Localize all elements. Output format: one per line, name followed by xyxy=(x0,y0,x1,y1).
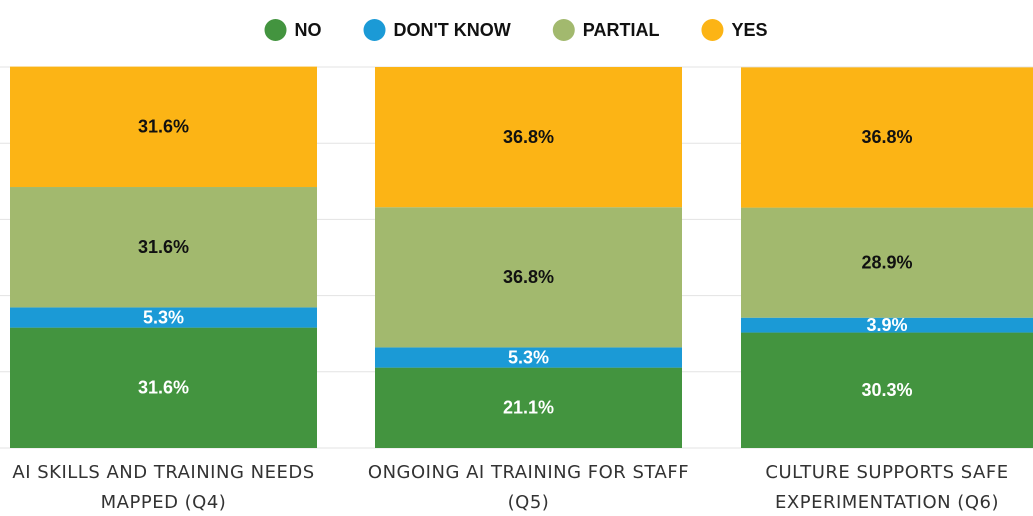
bar-segment xyxy=(741,67,1033,208)
legend-swatch xyxy=(363,19,386,41)
data-label: 36.8% xyxy=(503,127,554,147)
legend-swatch xyxy=(552,19,575,41)
legend-swatch xyxy=(701,19,724,41)
legend-label: PARTIAL xyxy=(583,20,660,40)
bar-segment xyxy=(741,317,1033,333)
data-label: 30.3% xyxy=(861,380,912,400)
bar-segment xyxy=(375,367,682,448)
data-label: 5.3% xyxy=(508,347,549,367)
bar-segment xyxy=(375,347,682,368)
bar-segment xyxy=(10,307,317,328)
data-label: 31.6% xyxy=(138,237,189,257)
legend-swatch xyxy=(264,19,287,41)
legend-label: NO xyxy=(295,20,322,40)
bar-segment xyxy=(375,67,682,208)
bar-segment xyxy=(375,207,682,348)
bar-segment xyxy=(10,327,317,448)
data-label: 5.3% xyxy=(143,307,184,327)
data-label: 31.6% xyxy=(138,378,189,398)
bar-segment xyxy=(10,66,317,188)
data-label: 3.9% xyxy=(866,315,907,335)
bar-segment xyxy=(741,332,1033,448)
data-label: 31.6% xyxy=(138,117,189,137)
data-label: 21.1% xyxy=(503,398,554,418)
data-label: 28.9% xyxy=(861,252,912,272)
x-tick-label: AI SKILLS AND TRAINING NEEDS MAPPED (Q4) xyxy=(12,462,315,513)
data-label: 36.8% xyxy=(861,127,912,147)
x-tick-label: CULTURE SUPPORTS SAFE EXPERIMENTATION (Q… xyxy=(765,462,1009,513)
data-label: 36.8% xyxy=(503,267,554,287)
x-tick-label: ONGOING AI TRAINING FOR STAFF (Q5) xyxy=(367,462,690,513)
bar-segment xyxy=(10,187,317,308)
legend-label: DON'T KNOW xyxy=(394,20,511,40)
bar-segment xyxy=(741,207,1033,318)
legend-label: YES xyxy=(731,20,767,40)
